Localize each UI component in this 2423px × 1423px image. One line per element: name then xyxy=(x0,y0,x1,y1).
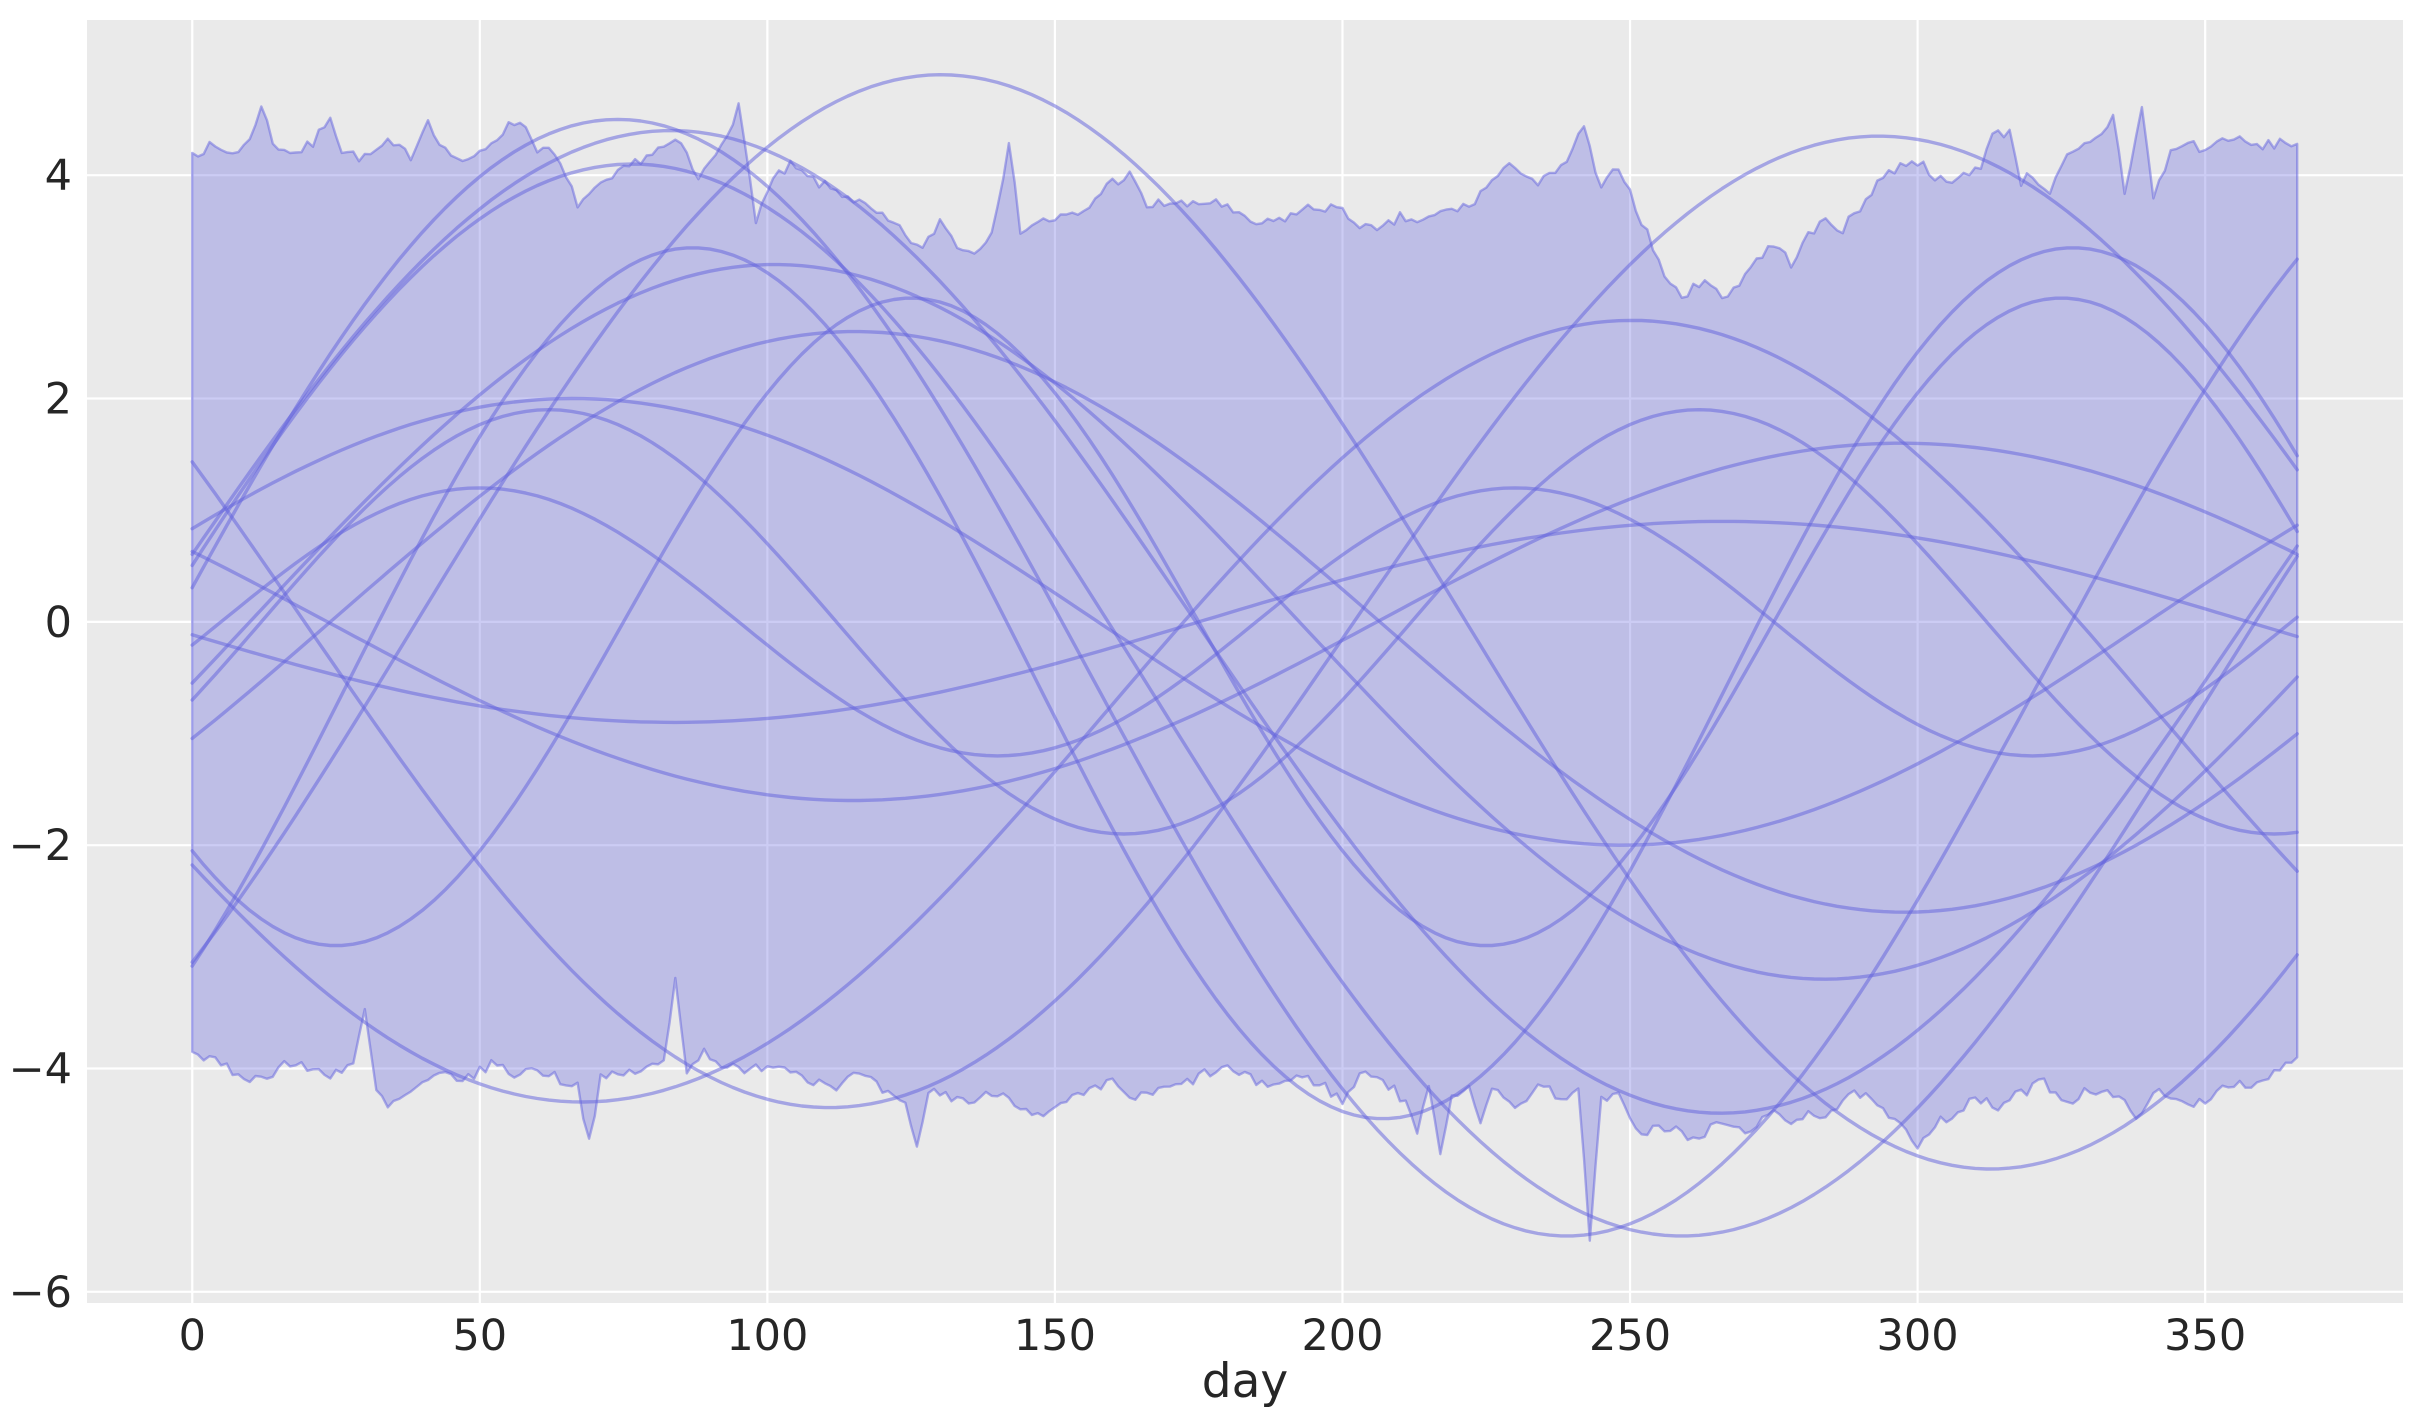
x-tick-label: 100 xyxy=(726,1311,808,1361)
noise-band xyxy=(191,102,2299,1242)
sine-line-sine-01 xyxy=(190,128,2299,1115)
sine-line-sine-02 xyxy=(190,73,2299,1171)
x-tick-label: 150 xyxy=(1014,1311,1096,1361)
y-tick-label: 0 xyxy=(45,598,72,648)
sine-line-sine-15 xyxy=(190,134,2299,1110)
sine-line-sine-08 xyxy=(190,519,2299,725)
plot-background xyxy=(87,20,2403,1303)
x-tick-label: 50 xyxy=(452,1311,507,1361)
y-tick-label: −2 xyxy=(9,821,72,871)
y-tick-label: 4 xyxy=(45,151,72,201)
y-tick-label: 2 xyxy=(45,375,72,425)
sine-line-sine-10 xyxy=(190,329,2299,914)
sine-line-sine-03 xyxy=(190,162,2299,1238)
sine-line-sine-13 xyxy=(190,296,2299,948)
sine-line-sine-09 xyxy=(190,486,2299,758)
sine-line-sine-07 xyxy=(190,441,2299,803)
sine-line-sine-12 xyxy=(190,262,2299,981)
sine-line-sine-14 xyxy=(190,318,2299,1104)
y-tick-label: −4 xyxy=(9,1045,72,1095)
x-tick-label: 200 xyxy=(1301,1311,1383,1361)
sine-line-sine-06 xyxy=(190,396,2299,847)
sine-line-sine-04 xyxy=(190,117,2299,1238)
x-axis-label: day xyxy=(1201,1354,1289,1409)
x-tick-label: 350 xyxy=(2164,1311,2246,1361)
sine-line-sine-11 xyxy=(190,408,2299,836)
y-tick-label: −6 xyxy=(9,1268,72,1318)
x-tick-label: 300 xyxy=(1877,1311,1959,1361)
x-tick-label: 250 xyxy=(1589,1311,1671,1361)
x-tick-label: 0 xyxy=(179,1311,206,1361)
